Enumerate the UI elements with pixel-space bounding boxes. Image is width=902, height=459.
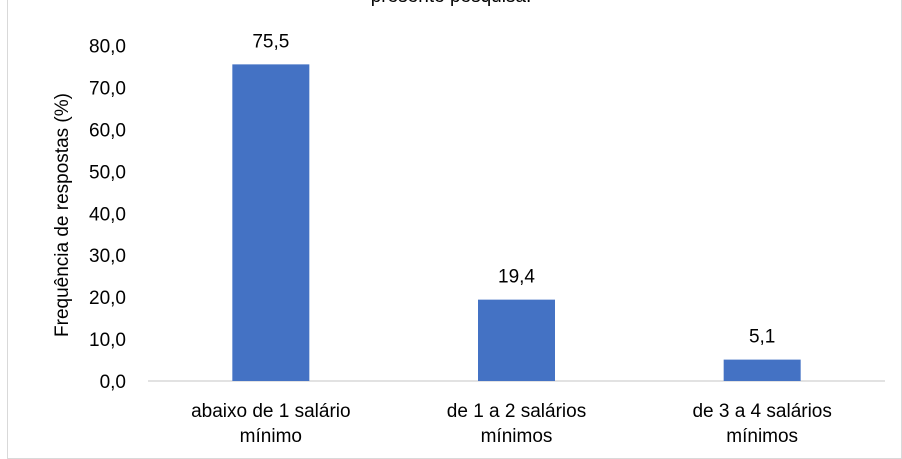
y-tick-label: 30,0 (89, 246, 126, 267)
y-tick-label: 80,0 (89, 37, 126, 58)
x-tick-label: mínimos (726, 426, 798, 447)
data-label: 75,5 (252, 31, 289, 52)
data-labels: 75,5 19,4 5,1 (252, 31, 775, 347)
bar (232, 64, 310, 381)
bars (232, 64, 801, 381)
x-tick-label: abaixo de 1 salário (191, 401, 351, 422)
y-tick-label: 50,0 (89, 162, 126, 183)
chart-frame (7, 0, 902, 459)
data-label: 19,4 (498, 267, 535, 288)
y-axis-title-group: Frequência de respostas (%) (52, 93, 73, 337)
y-tick-label: 10,0 (89, 330, 126, 351)
bar (478, 299, 555, 381)
x-tick-label: de 3 a 4 salários (692, 401, 831, 422)
y-axis-title: Frequência de respostas (%) (52, 93, 73, 337)
y-tick-label: 40,0 (89, 204, 126, 225)
x-tick-label: mínimo (240, 426, 302, 447)
y-tick-label: 20,0 (89, 288, 126, 309)
y-tick-label: 0,0 (100, 372, 126, 393)
chart-title: presente pesquisa. (0, 0, 902, 8)
y-tick-label: 60,0 (89, 120, 126, 141)
y-tick-label: 70,0 (89, 78, 126, 99)
x-tick-label: mínimos (481, 426, 553, 447)
y-tick-labels: 0,0 10,0 20,0 30,0 40,0 50,0 60,0 70,0 80,0 (89, 37, 126, 394)
x-tick-labels: abaixo de 1 salário mínimo de 1 a 2 salári… (191, 401, 832, 447)
data-label: 5,1 (749, 327, 775, 348)
bar (723, 359, 801, 381)
x-tick-label: de 1 a 2 salários (447, 401, 586, 422)
